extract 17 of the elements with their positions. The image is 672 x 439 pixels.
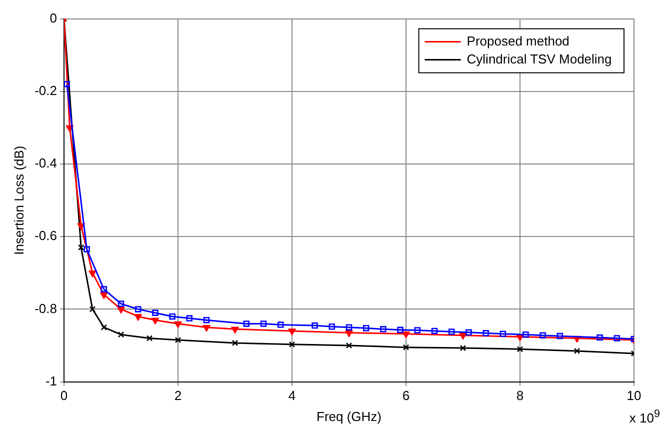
x-tick-label: 2 <box>174 388 182 404</box>
x-tick-label: 10 <box>626 388 642 404</box>
y-axis-title: Insertion Loss (dB) <box>11 146 26 255</box>
legend-label: Cylindrical TSV Modeling <box>466 51 612 66</box>
text: x 10$^{9}$ <box>629 408 660 425</box>
y-tick-label: -0.4 <box>34 156 57 171</box>
y-tick-label: -0.6 <box>34 228 57 244</box>
y-tick-label: -0.8 <box>34 300 57 316</box>
x-tick-label: 4 <box>288 388 296 404</box>
x-tick-label: 0 <box>60 388 68 404</box>
x-axis-title: Freq (GHz) <box>316 408 382 424</box>
x-tick-label: 6 <box>402 388 410 404</box>
y-tick-label: -1 <box>45 373 57 388</box>
y-tick-label: -0.2 <box>34 82 57 98</box>
y-tick-label: 0 <box>50 10 57 26</box>
x-tick-label: 8 <box>516 388 524 404</box>
legend-label: Proposed method <box>466 33 570 48</box>
